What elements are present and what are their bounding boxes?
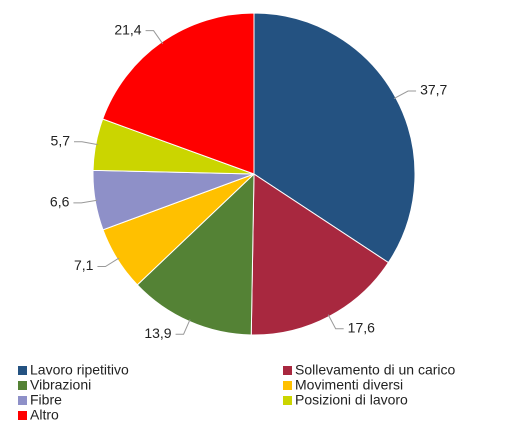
legend-label: Fibre [30,392,62,408]
data-label: 17,6 [348,319,375,335]
data-label: 13,9 [144,325,171,341]
legend-swatch [18,366,27,375]
legend-label: Sollevamento di un carico [295,362,456,378]
legend-label: Vibrazioni [30,377,91,393]
data-label: 5,7 [51,132,71,148]
legend-swatch [18,381,27,390]
legend-swatch [18,411,27,420]
legend-label: Movimenti diversi [295,377,403,393]
data-label: 37,7 [420,82,447,98]
legend-label: Lavoro ripetitivo [30,362,129,378]
data-label: 21,4 [114,21,141,37]
leader-line [393,90,417,100]
legend-label: Posizioni di lavoro [295,392,408,408]
legend-swatch [283,366,292,375]
data-label: 6,6 [50,194,70,210]
leader-line [327,314,344,330]
data-label: 7,1 [74,257,94,273]
legend-swatch [283,381,292,390]
leader-line [97,257,120,268]
legend-label: Altro [30,407,59,423]
legend-swatch [18,396,27,405]
leader-line [73,199,98,204]
leader-line [145,30,164,45]
legend-swatch [283,396,292,405]
leader-line [74,141,98,146]
leader-line [175,319,191,335]
